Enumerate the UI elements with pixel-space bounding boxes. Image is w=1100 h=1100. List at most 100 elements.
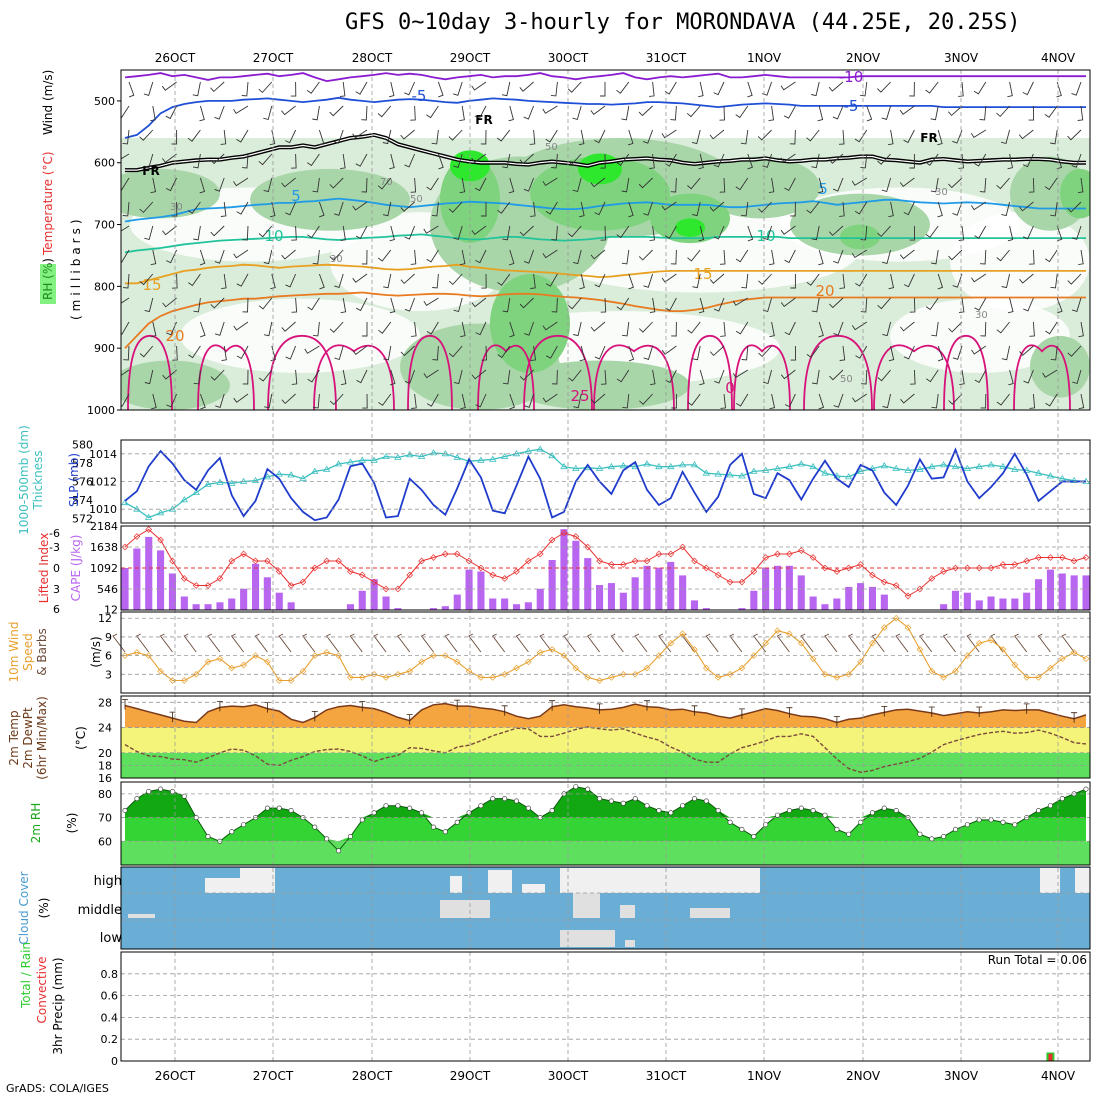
thickness-point <box>856 467 865 474</box>
wind-barb <box>909 225 916 241</box>
wind-barb <box>313 393 320 409</box>
cloud-high-gap <box>650 868 760 893</box>
thickness-point <box>500 452 509 459</box>
wind10-point <box>631 670 639 678</box>
wind10-point <box>1058 655 1066 663</box>
lifted-index-point <box>370 578 378 586</box>
wind-barb <box>307 153 320 167</box>
wind10-point <box>596 677 603 684</box>
cape-bar <box>370 579 378 610</box>
wind10-point <box>311 652 319 659</box>
wind-barb <box>236 273 249 287</box>
lifted-index-point <box>465 557 473 565</box>
wind10-tick-label: 6 <box>105 650 112 663</box>
rh-point <box>822 812 828 818</box>
cape-bar <box>394 608 402 610</box>
wind-barb <box>699 369 705 386</box>
thickness-point <box>595 464 604 471</box>
wind-barb <box>524 321 535 336</box>
wind-barb <box>769 321 775 338</box>
wind-barb <box>692 201 701 217</box>
temp-errbar <box>928 706 935 717</box>
wind10-point <box>857 658 864 666</box>
rh-point <box>1036 807 1042 813</box>
panel-ylabel: 10m Wind Speed & Barbs <box>7 622 49 683</box>
cloud-row-label: middle <box>78 903 122 918</box>
wind-barb <box>355 225 368 240</box>
wind-barb <box>545 345 558 359</box>
wind-barb <box>881 177 892 193</box>
wind-barb <box>318 201 325 218</box>
wind-barb <box>1007 225 1014 242</box>
wind-barb <box>281 393 296 405</box>
wind-barb <box>448 201 463 213</box>
panel-ylabel-line: 1000-500mb (dm) <box>17 425 31 535</box>
wind-barb <box>523 177 535 192</box>
wind-barb <box>980 321 987 337</box>
wind-barb <box>790 201 796 217</box>
wind10-point <box>880 624 888 631</box>
wind-barb <box>199 105 205 122</box>
lifted-index-point <box>679 543 686 551</box>
wind-barb <box>524 393 535 408</box>
wind-barb <box>1077 105 1084 121</box>
lifted-ylabel: Lifted Index <box>37 533 51 604</box>
wind10-barb <box>468 633 482 653</box>
wind-barb <box>828 81 844 92</box>
wind-barb <box>291 297 298 313</box>
wind-barb <box>221 273 227 290</box>
wind10-barb <box>349 633 363 653</box>
wind-barb <box>306 81 320 94</box>
thickness-point <box>607 462 616 470</box>
wind-barb <box>519 297 534 309</box>
temp-errbar <box>549 700 556 711</box>
thickness-tick-label: 572 <box>72 512 93 525</box>
wind10-point <box>145 652 153 659</box>
rh-area-high <box>125 786 1086 818</box>
cape-bar <box>358 590 366 610</box>
lifted-tick-label: 6 <box>53 603 60 616</box>
wind-barb <box>757 129 772 141</box>
wind10-point <box>252 652 259 659</box>
wind-barb <box>925 81 939 94</box>
wind-barb <box>270 273 276 290</box>
wind-barb <box>508 249 515 266</box>
lifted-index-point <box>299 578 307 586</box>
rh-point <box>585 786 591 792</box>
wind-barb <box>877 153 891 165</box>
cape-bar <box>1058 573 1066 610</box>
wind-barb <box>925 153 939 166</box>
rh-point <box>288 807 294 813</box>
wind-barb <box>233 249 249 259</box>
rh-point <box>715 807 721 813</box>
rh-point <box>739 826 745 832</box>
thickness-point <box>477 456 485 463</box>
lifted-index-point <box>833 568 841 575</box>
rh-point <box>181 793 187 799</box>
wind-barb <box>389 225 395 242</box>
rh-point <box>763 822 769 828</box>
credit-label: GrADS: COLA/IGES <box>6 1082 109 1095</box>
cape-bar <box>453 594 461 610</box>
thickness-point <box>1046 472 1055 479</box>
wind-barb <box>1007 153 1014 170</box>
wind-barb <box>931 321 939 337</box>
wind-barb <box>550 81 558 97</box>
wind-barb <box>193 225 201 241</box>
thickness-point <box>572 464 580 471</box>
wind10-barb <box>634 633 648 653</box>
wind-barb <box>529 129 536 145</box>
wind10-point <box>560 652 568 659</box>
rh-point <box>573 784 579 790</box>
wind-barb <box>389 297 396 314</box>
wind-barb <box>812 369 820 385</box>
wind-barb <box>899 249 915 260</box>
thickness-tick-label: 580 <box>72 439 93 452</box>
wind-barb <box>790 345 797 361</box>
cape-bar <box>572 540 580 610</box>
wind10-tick-label: 9 <box>105 631 112 644</box>
wind-barb <box>410 105 416 121</box>
temp-errbar <box>311 711 318 722</box>
wind-barb <box>355 153 368 167</box>
